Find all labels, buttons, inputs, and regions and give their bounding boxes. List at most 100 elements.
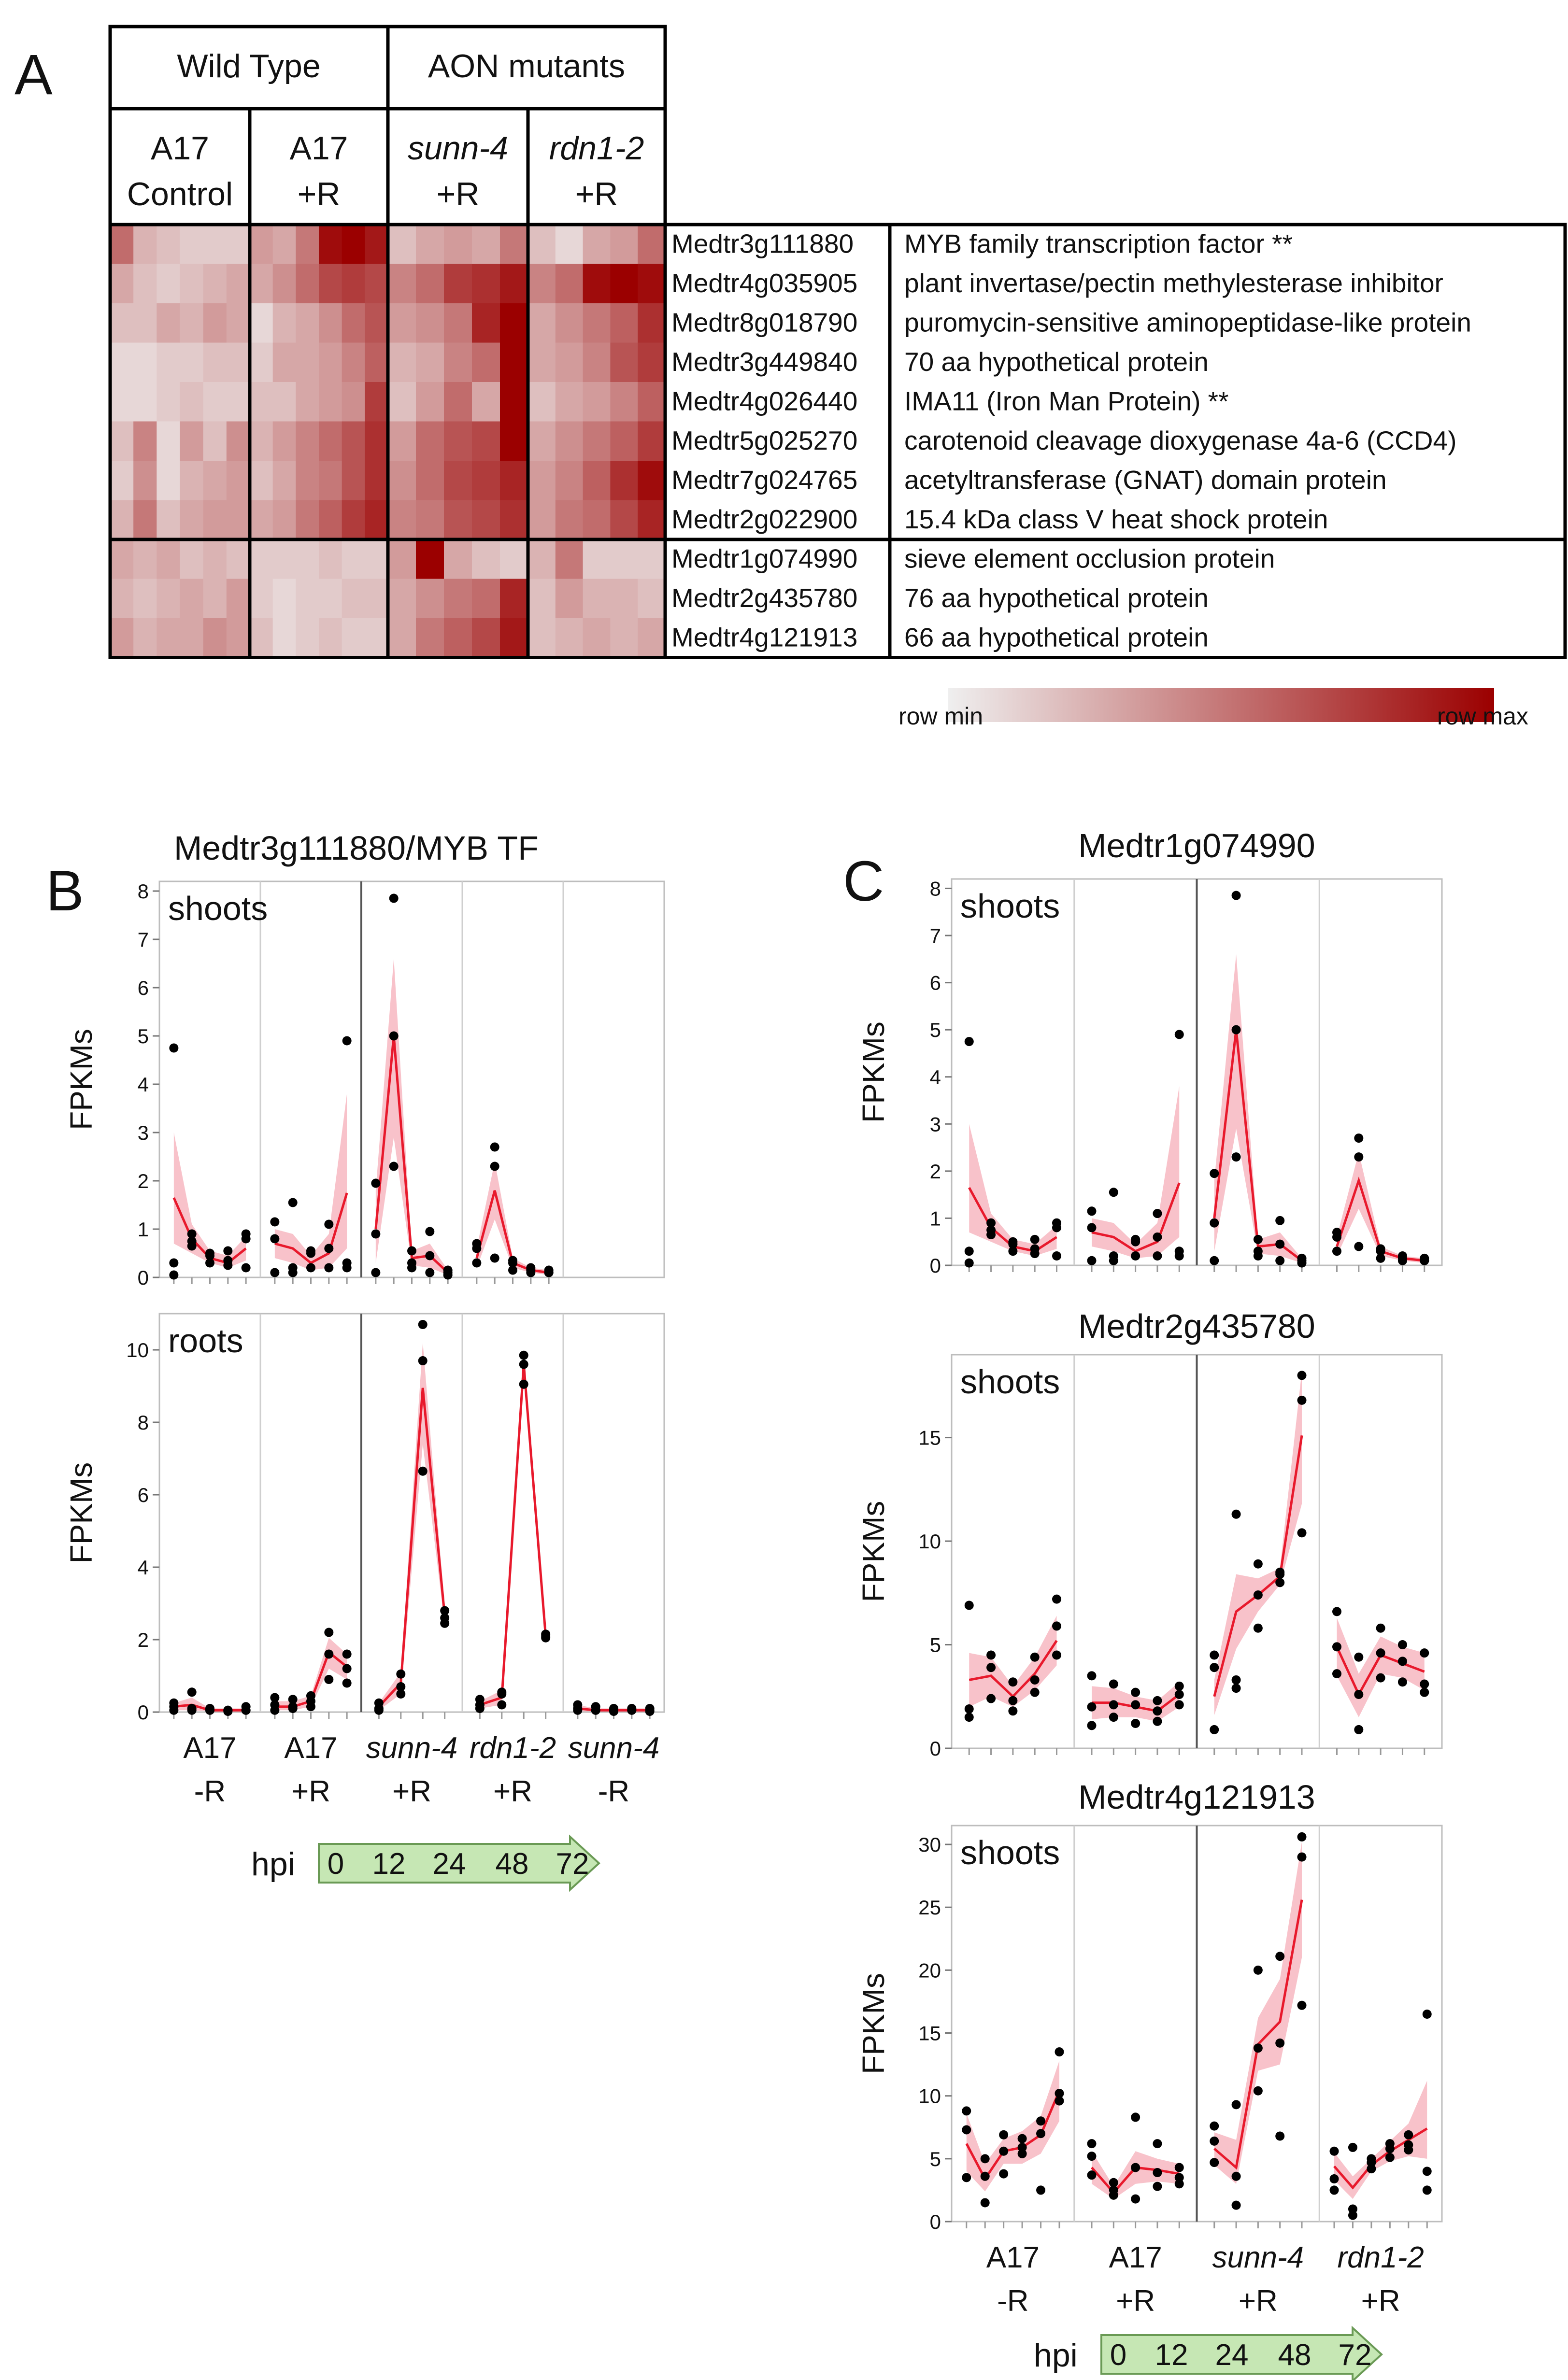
data-point	[1275, 1216, 1285, 1225]
heatmap-cell	[444, 382, 472, 422]
heatmap-cell	[226, 264, 250, 304]
heatmap-cell	[388, 539, 416, 580]
data-point	[1422, 2185, 1432, 2195]
y-tick-label: 1	[138, 1218, 149, 1241]
heatmap-cell	[638, 342, 666, 382]
y-tick-label: 7	[930, 924, 941, 947]
data-point	[1174, 1030, 1184, 1039]
data-point	[1329, 2185, 1339, 2195]
hpi-tick-label: 72	[556, 1847, 589, 1881]
heatmap-cell	[555, 303, 584, 343]
heatmap-cell	[226, 303, 250, 343]
data-point	[1087, 2152, 1097, 2161]
heatmap-cell	[583, 421, 611, 461]
column-header-line1: rdn1-2	[549, 130, 644, 167]
data-point	[371, 1268, 381, 1277]
heatmap-cell	[226, 500, 250, 540]
heatmap-cell	[180, 303, 204, 343]
heatmap-cell	[472, 382, 500, 422]
heatmap-cell	[500, 264, 528, 304]
plot-group: 0 1 2 3 4 5 6 7 8 FPKMs shoots	[64, 880, 665, 1289]
heatmap-cell	[638, 539, 666, 580]
heatmap-cell	[157, 264, 181, 304]
heatmap-cell	[388, 500, 416, 540]
heatmap-cell	[472, 500, 500, 540]
heatmap-cell	[416, 225, 444, 265]
hpi-tick-label: 24	[1215, 2338, 1249, 2372]
y-tick-label: 8	[138, 880, 149, 903]
data-point	[1153, 1716, 1162, 1726]
group-label-line2: +R	[1239, 2284, 1278, 2318]
heatmap-cell	[444, 618, 472, 658]
data-point	[1210, 1650, 1219, 1660]
gene-id: Medtr4g035905	[671, 268, 857, 298]
heatmap-cell	[203, 421, 227, 461]
y-tick-label: 15	[918, 1427, 941, 1449]
heatmap-cell	[583, 342, 611, 382]
data-point	[1017, 2134, 1027, 2143]
heatmap-cell	[180, 539, 204, 580]
gene-id: Medtr5g025270	[671, 425, 857, 455]
heatmap-cell	[319, 579, 342, 619]
data-point	[187, 1236, 197, 1246]
heatmap-cell	[500, 500, 528, 540]
data-point	[497, 1700, 507, 1710]
data-point	[964, 1601, 974, 1610]
y-tick-label: 10	[918, 2085, 941, 2108]
data-point	[573, 1700, 583, 1710]
group-label-line2: +R	[1361, 2284, 1400, 2318]
heatmap-cell	[583, 618, 611, 658]
data-point	[223, 1246, 233, 1256]
y-tick-label: 0	[138, 1266, 149, 1289]
data-point	[1348, 2210, 1357, 2220]
y-tick-label: 8	[930, 878, 941, 900]
data-point	[1210, 2121, 1219, 2131]
data-point	[1397, 1657, 1407, 1666]
data-point	[270, 1700, 280, 1710]
heatmap-cell	[416, 461, 444, 501]
data-point	[389, 893, 399, 903]
data-point	[544, 1265, 554, 1275]
y-tick-label: 0	[930, 1737, 941, 1760]
confidence-band	[1214, 1842, 1302, 2184]
data-point	[1354, 1725, 1364, 1734]
data-point	[1332, 1669, 1341, 1679]
heatmap-cell	[416, 618, 444, 658]
data-point	[1174, 1681, 1184, 1691]
heatmap-cell	[203, 618, 227, 658]
y-axis-label: FPKMs	[856, 1501, 891, 1602]
heatmap-cell	[133, 421, 157, 461]
heatmap-cell	[342, 225, 365, 265]
heatmap-cell	[388, 382, 416, 422]
hpi-arrow-group: hpi 0 12 24 48 72	[1034, 2325, 1383, 2380]
heatmap-cell	[272, 264, 296, 304]
data-point	[1231, 2200, 1241, 2210]
y-tick-label: 6	[930, 972, 941, 994]
data-point	[1397, 1677, 1407, 1687]
data-point	[541, 1629, 551, 1639]
data-point	[389, 1031, 399, 1041]
data-point	[1275, 1239, 1285, 1249]
data-point	[1153, 1209, 1162, 1218]
heatmap-cell	[365, 264, 388, 304]
data-point	[187, 1229, 197, 1239]
data-point	[1297, 1528, 1307, 1538]
heatmap-cell	[416, 539, 444, 580]
data-point	[1174, 1247, 1184, 1256]
data-point	[1131, 1234, 1140, 1244]
data-point	[964, 1713, 974, 1722]
heatmap-cell	[319, 539, 342, 580]
heatmap-cell	[250, 461, 273, 501]
gene-description: 15.4 kDa class V heat shock protein	[904, 504, 1328, 534]
data-point	[472, 1258, 482, 1268]
y-tick-label: 2	[138, 1170, 149, 1192]
data-point	[443, 1265, 453, 1275]
data-point	[1275, 2131, 1285, 2141]
plot-title: Medtr1g074990	[1078, 827, 1315, 864]
data-point	[241, 1702, 251, 1712]
heatmap-cell	[388, 618, 416, 658]
heatmap-cell	[342, 618, 365, 658]
data-point	[1131, 1687, 1140, 1697]
mean-line	[479, 1364, 547, 1706]
tissue-label: shoots	[168, 890, 268, 927]
